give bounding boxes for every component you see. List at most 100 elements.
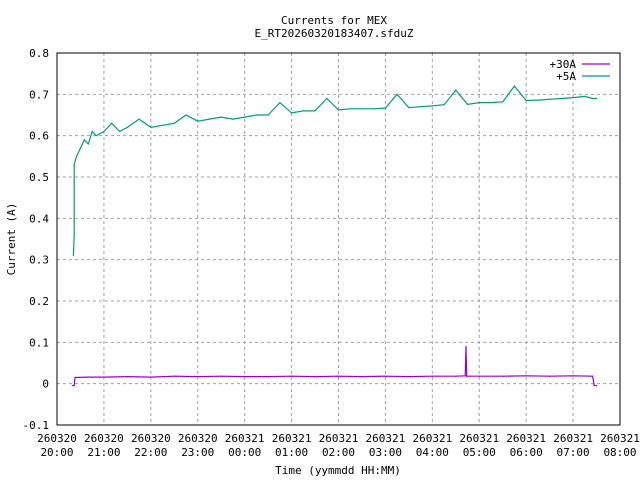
data-point bbox=[74, 376, 76, 379]
x-axis-label: Time (yymmdd HH:MM) bbox=[275, 464, 401, 477]
data-point bbox=[408, 106, 410, 109]
data-point bbox=[290, 375, 293, 377]
data-point bbox=[290, 112, 293, 114]
x-tick-date: 260321 bbox=[553, 432, 593, 445]
x-tick-time: 07:00 bbox=[557, 446, 590, 459]
x-tick-time: 20:00 bbox=[40, 446, 73, 459]
x-tick-date: 260321 bbox=[272, 432, 312, 445]
x-tick-time: 06:00 bbox=[510, 446, 543, 459]
data-point bbox=[91, 130, 93, 133]
data-point bbox=[478, 102, 480, 104]
data-point bbox=[83, 139, 85, 141]
data-point bbox=[197, 376, 199, 378]
chart-title: Currents for MEX bbox=[281, 14, 387, 27]
x-tick-date: 260321 bbox=[366, 432, 406, 445]
legend-label: +5A bbox=[556, 70, 576, 83]
data-point bbox=[572, 375, 574, 377]
chart-subtitle: E_RT20260320183407.sfduZ bbox=[255, 27, 414, 40]
legend-label: +30A bbox=[550, 58, 577, 71]
x-tick-date: 260321 bbox=[412, 432, 452, 445]
y-tick-label: 0.5 bbox=[29, 171, 49, 184]
data-point bbox=[549, 98, 551, 100]
data-point bbox=[373, 108, 375, 110]
data-point bbox=[408, 376, 410, 378]
data-point bbox=[75, 155, 78, 157]
plot-frame bbox=[56, 52, 621, 426]
data-point bbox=[384, 375, 387, 377]
data-point bbox=[595, 97, 598, 100]
x-tick-time: 02:00 bbox=[322, 446, 355, 459]
data-point bbox=[349, 108, 351, 110]
data-point bbox=[126, 126, 128, 128]
data-point bbox=[595, 385, 598, 387]
data-point bbox=[455, 375, 457, 377]
data-point bbox=[73, 234, 75, 236]
data-point bbox=[420, 106, 422, 108]
data-point bbox=[95, 135, 97, 137]
data-point bbox=[502, 375, 504, 377]
x-tick-time: 08:00 bbox=[603, 446, 636, 459]
legend: +30A+5A bbox=[550, 58, 610, 83]
data-point bbox=[361, 376, 363, 378]
x-tick-date: 260320 bbox=[131, 432, 171, 445]
data-point bbox=[490, 102, 492, 104]
x-tick-date: 260321 bbox=[459, 432, 499, 445]
x-tick-date: 260321 bbox=[600, 432, 640, 445]
data-point bbox=[592, 97, 594, 100]
data-point bbox=[464, 375, 466, 377]
data-point bbox=[73, 164, 75, 166]
data-point bbox=[244, 116, 246, 118]
x-tick-date: 260320 bbox=[84, 432, 124, 445]
x-tick-date: 260320 bbox=[37, 432, 77, 445]
x-tick-date: 260321 bbox=[319, 432, 359, 445]
data-point bbox=[220, 375, 222, 377]
data-point bbox=[185, 114, 187, 116]
data-point bbox=[232, 118, 234, 120]
data-point bbox=[525, 99, 527, 102]
data-point bbox=[103, 130, 105, 133]
data-point bbox=[337, 109, 340, 111]
y-tick-label: -0.1 bbox=[23, 419, 50, 432]
data-point bbox=[111, 122, 113, 124]
y-tick-label: 0.7 bbox=[29, 88, 49, 101]
y-tick-label: 0 bbox=[42, 378, 49, 391]
x-tick-time: 21:00 bbox=[87, 446, 120, 459]
data-point bbox=[466, 375, 468, 377]
data-point bbox=[138, 118, 140, 120]
data-point bbox=[431, 105, 433, 107]
y-tick-label: 0.3 bbox=[29, 254, 49, 267]
x-tick-date: 260321 bbox=[506, 432, 546, 445]
x-axis: 26032020:0026032021:0026032022:002603202… bbox=[37, 432, 640, 459]
x-tick-time: 04:00 bbox=[416, 446, 449, 459]
x-tick-time: 03:00 bbox=[369, 446, 402, 459]
data-point bbox=[197, 120, 199, 122]
data-point bbox=[593, 384, 595, 386]
data-point bbox=[302, 110, 304, 112]
y-tick-label: 0.2 bbox=[29, 295, 49, 308]
data-point bbox=[537, 99, 539, 101]
data-point bbox=[118, 130, 121, 133]
data-point bbox=[73, 384, 75, 386]
data-point bbox=[267, 376, 269, 378]
data-point bbox=[396, 93, 398, 95]
data-point bbox=[255, 114, 257, 116]
data-point bbox=[478, 375, 480, 377]
y-tick-label: 0.6 bbox=[29, 130, 49, 143]
x-tick-time: 05:00 bbox=[463, 446, 496, 459]
data-point bbox=[72, 385, 74, 387]
series-group bbox=[72, 85, 598, 387]
data-point bbox=[79, 147, 82, 149]
data-point bbox=[465, 345, 467, 348]
y-tick-label: 0.4 bbox=[29, 212, 49, 225]
data-point bbox=[72, 254, 75, 257]
data-point bbox=[244, 376, 246, 378]
data-point bbox=[126, 376, 128, 378]
data-point bbox=[208, 118, 211, 120]
data-point bbox=[103, 376, 105, 378]
data-point bbox=[525, 375, 527, 377]
y-tick-label: 0.8 bbox=[29, 47, 49, 60]
data-point bbox=[314, 376, 316, 378]
y-tick-label: 0.1 bbox=[29, 336, 49, 349]
x-tick-time: 01:00 bbox=[275, 446, 308, 459]
